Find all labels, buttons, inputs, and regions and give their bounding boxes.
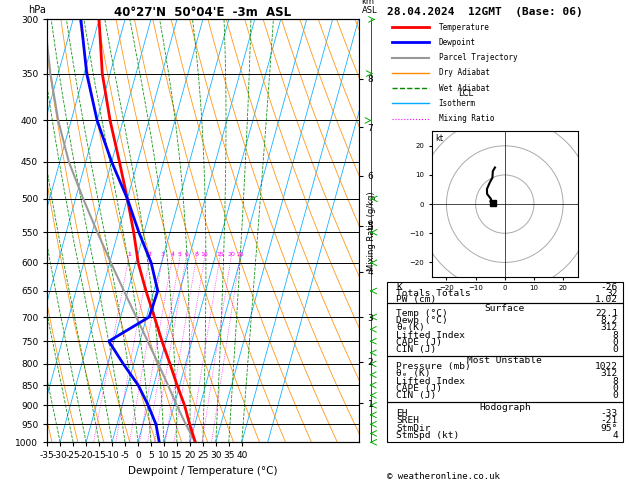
Text: 312: 312 [601, 369, 618, 379]
Text: Lifted Index: Lifted Index [396, 330, 465, 340]
Text: Mixing Ratio (g/kg): Mixing Ratio (g/kg) [367, 191, 376, 271]
Bar [387, 356, 623, 402]
Text: 312: 312 [601, 324, 618, 332]
Bar [387, 282, 623, 303]
Text: Mixing Ratio: Mixing Ratio [439, 114, 494, 123]
Text: Isotherm: Isotherm [439, 99, 476, 108]
Text: km
ASL: km ASL [362, 0, 377, 15]
Text: 1022: 1022 [595, 362, 618, 371]
Text: θₑ (K): θₑ (K) [396, 369, 431, 379]
Text: 3: 3 [161, 252, 165, 257]
Text: 32: 32 [606, 290, 618, 298]
Text: Most Unstable: Most Unstable [467, 356, 542, 365]
Text: Dewpoint: Dewpoint [439, 38, 476, 47]
Text: 0: 0 [612, 384, 618, 393]
Text: 25: 25 [236, 252, 244, 257]
Text: 2: 2 [148, 252, 152, 257]
Text: 4: 4 [170, 252, 174, 257]
Text: CIN (J): CIN (J) [396, 345, 437, 354]
Text: 8: 8 [612, 377, 618, 386]
Text: kt: kt [435, 134, 443, 143]
Text: hPa: hPa [28, 5, 47, 15]
Text: Pressure (mb): Pressure (mb) [396, 362, 471, 371]
Text: 28.04.2024  12GMT  (Base: 06): 28.04.2024 12GMT (Base: 06) [387, 7, 582, 17]
Text: StmSpd (kt): StmSpd (kt) [396, 431, 460, 440]
Text: PW (cm): PW (cm) [396, 295, 437, 304]
Text: Temp (°C): Temp (°C) [396, 309, 448, 318]
Text: 8: 8 [194, 252, 199, 257]
Text: Surface: Surface [485, 304, 525, 312]
Text: 4: 4 [612, 431, 618, 440]
Bar [387, 402, 623, 442]
Text: 8: 8 [612, 330, 618, 340]
Text: 6: 6 [184, 252, 188, 257]
Text: Totals Totals: Totals Totals [396, 290, 471, 298]
Text: -26: -26 [601, 283, 618, 293]
Text: Hodograph: Hodograph [479, 403, 531, 412]
Text: 22.1: 22.1 [595, 309, 618, 318]
Text: CIN (J): CIN (J) [396, 391, 437, 400]
Title: 40°27'N  50°04'E  -3m  ASL: 40°27'N 50°04'E -3m ASL [114, 6, 291, 19]
Text: SREH: SREH [396, 416, 420, 425]
Text: -21: -21 [601, 416, 618, 425]
Text: -33: -33 [601, 409, 618, 417]
Text: StmDir: StmDir [396, 424, 431, 433]
Text: CAPE (J): CAPE (J) [396, 384, 442, 393]
Text: Dry Adiabat: Dry Adiabat [439, 69, 489, 77]
Text: K: K [396, 283, 402, 293]
Text: Parcel Trajectory: Parcel Trajectory [439, 53, 517, 62]
Text: Dewp (°C): Dewp (°C) [396, 316, 448, 325]
Text: 0: 0 [612, 391, 618, 400]
Text: © weatheronline.co.uk: © weatheronline.co.uk [387, 472, 499, 481]
Text: Lifted Index: Lifted Index [396, 377, 465, 386]
Text: LCL: LCL [458, 89, 473, 98]
Text: 20: 20 [227, 252, 235, 257]
Text: 8.2: 8.2 [601, 316, 618, 325]
Bar [387, 303, 623, 356]
Text: 95°: 95° [601, 424, 618, 433]
Text: Wet Adiabat: Wet Adiabat [439, 84, 489, 93]
Text: 1: 1 [127, 252, 131, 257]
Text: 1.02: 1.02 [595, 295, 618, 304]
Text: CAPE (J): CAPE (J) [396, 338, 442, 347]
Text: Temperature: Temperature [439, 22, 489, 32]
Text: 5: 5 [178, 252, 182, 257]
Text: 15: 15 [216, 252, 224, 257]
Text: 10: 10 [201, 252, 209, 257]
Text: EH: EH [396, 409, 408, 417]
X-axis label: Dewpoint / Temperature (°C): Dewpoint / Temperature (°C) [128, 466, 277, 476]
Text: 0: 0 [612, 338, 618, 347]
Text: 0: 0 [612, 345, 618, 354]
Text: θₑ(K): θₑ(K) [396, 324, 425, 332]
